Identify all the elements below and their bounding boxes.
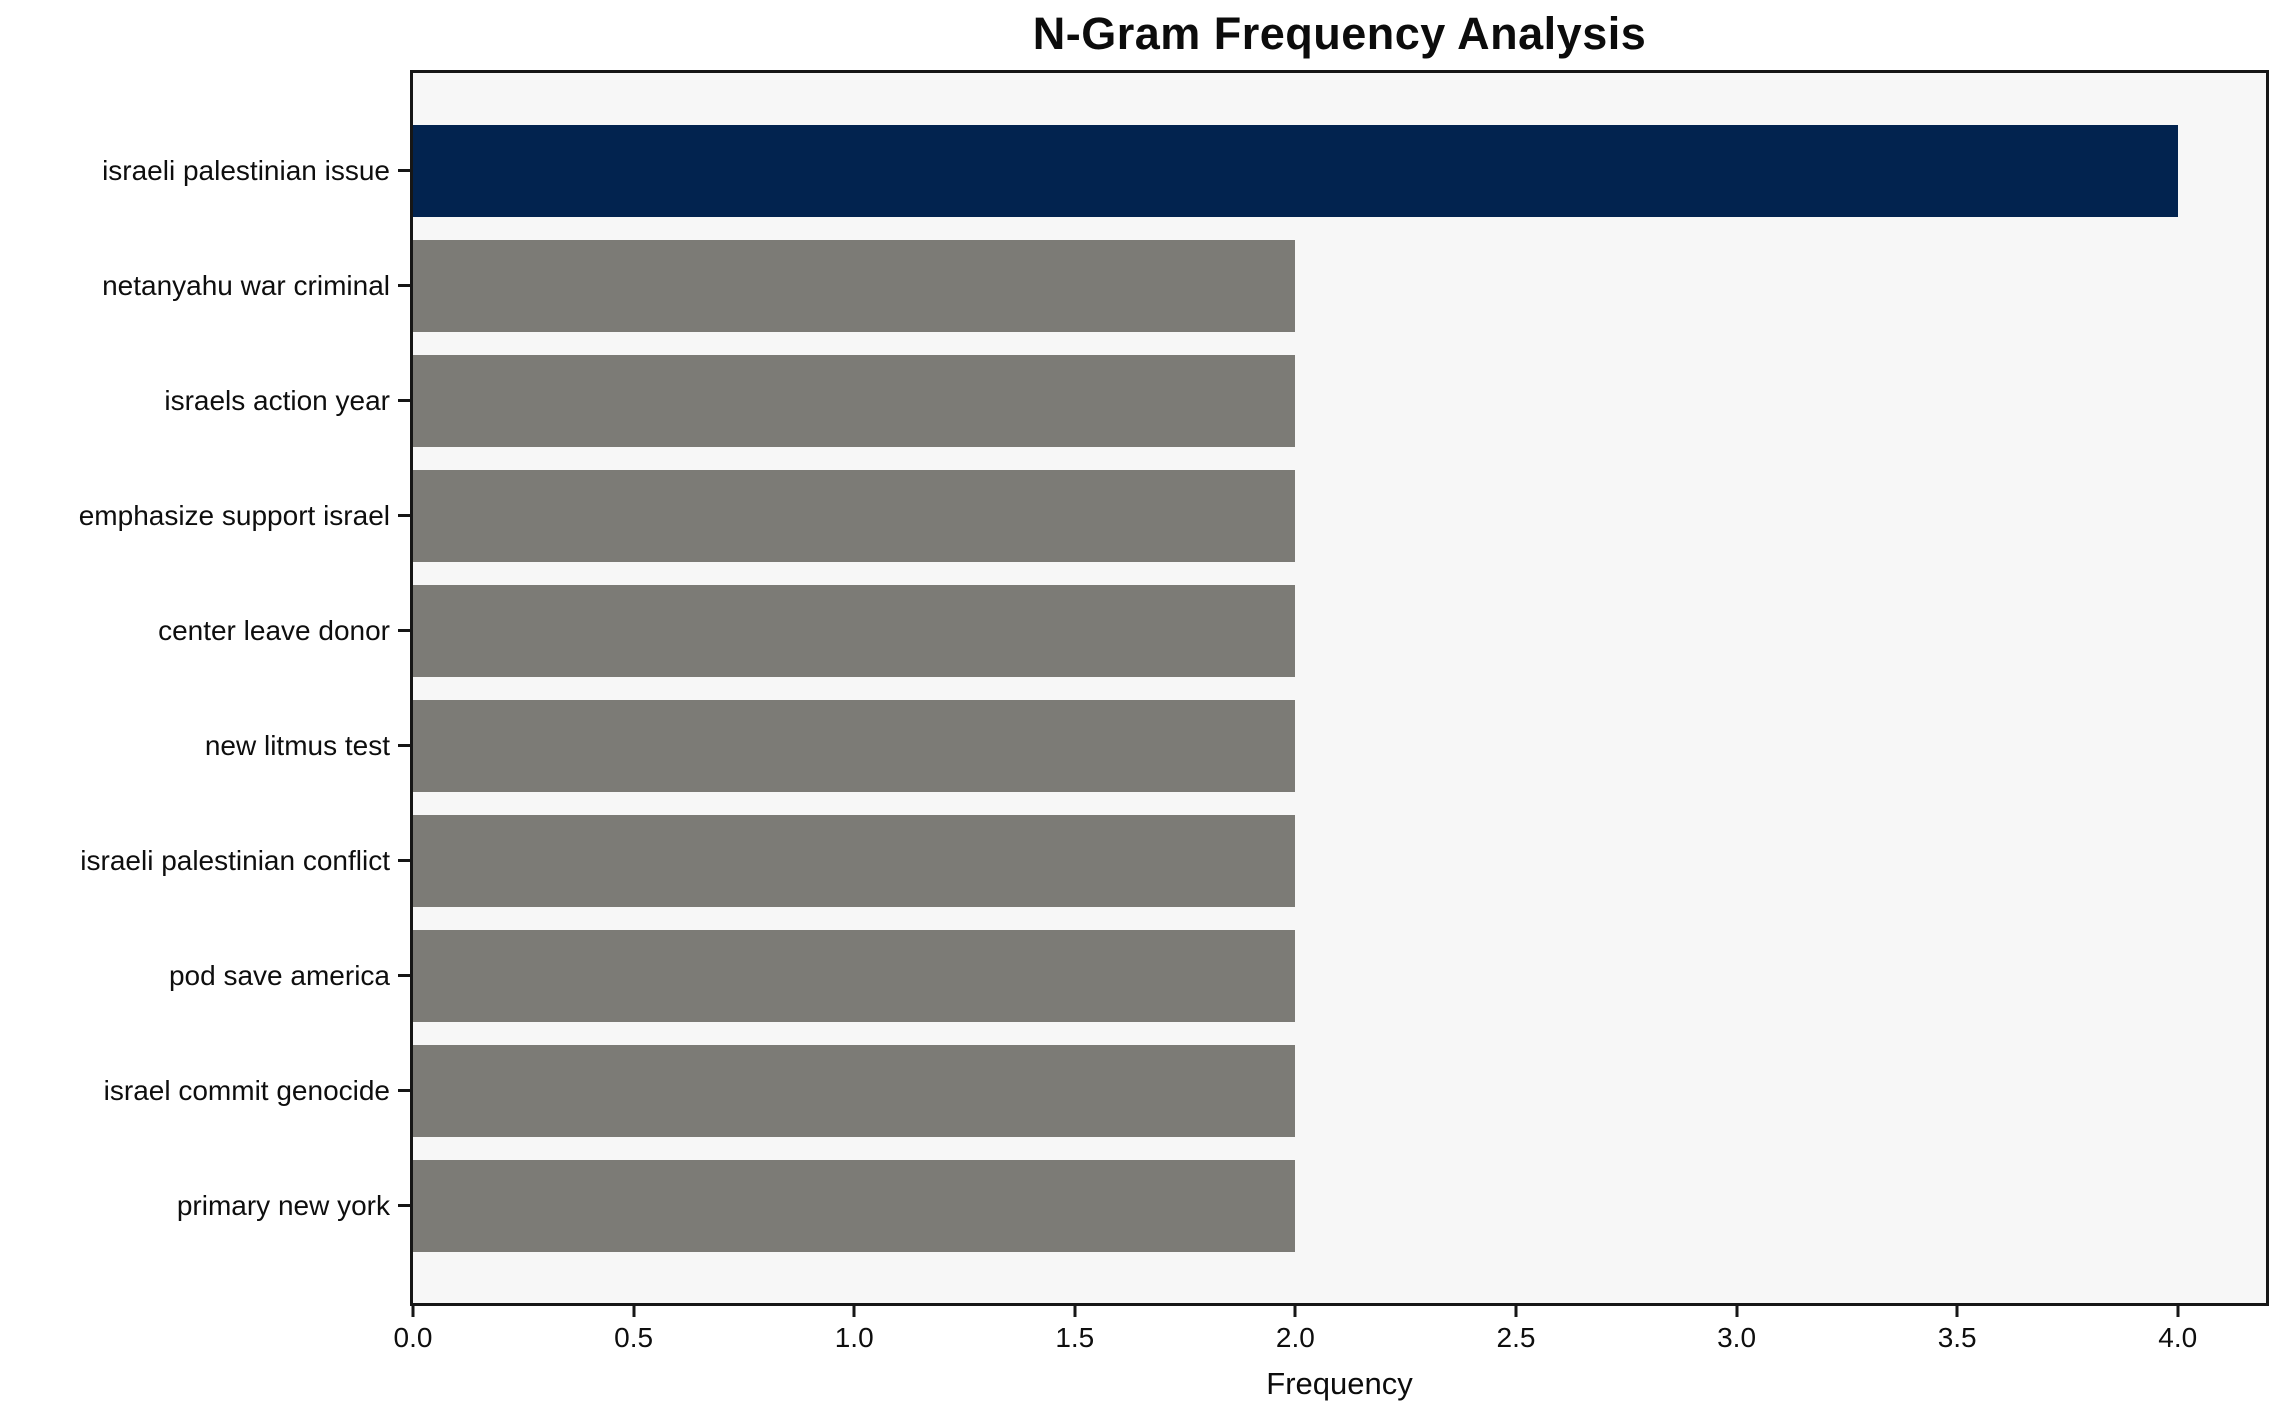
y-tick-label: pod save america <box>168 959 390 991</box>
x-tick-label: 2.0 <box>1275 1322 1315 1353</box>
y-tick-label: center leave donor <box>158 614 390 646</box>
x-tick-label: 2.5 <box>1496 1322 1536 1353</box>
bar <box>413 699 1296 792</box>
y-tick-mark <box>398 284 410 287</box>
bar <box>413 1159 1296 1252</box>
x-tick-mark <box>1073 1306 1077 1317</box>
y-tick-mark <box>398 1089 410 1092</box>
y-tick-label: emphasize support israel <box>78 499 390 531</box>
y-tick-label: netanyahu war criminal <box>102 269 390 301</box>
y-tick-mark <box>398 859 410 862</box>
bar <box>413 469 1296 562</box>
x-tick-label: 3.5 <box>1937 1322 1977 1353</box>
y-tick-mark <box>398 974 410 977</box>
bar <box>413 929 1296 1022</box>
x-tick-label: 0.5 <box>614 1322 654 1353</box>
y-tick-mark <box>398 629 410 632</box>
plot-area <box>410 70 2269 1306</box>
x-tick-mark <box>632 1306 636 1317</box>
y-tick-label: primary new york <box>176 1189 390 1221</box>
x-tick-mark <box>2176 1306 2180 1317</box>
bar <box>413 584 1296 677</box>
chart-title: N-Gram Frequency Analysis <box>1032 8 1647 59</box>
bar <box>413 239 1296 332</box>
x-tick-mark <box>852 1306 856 1317</box>
bar <box>413 124 2178 217</box>
x-tick-label: 4.0 <box>2158 1322 2198 1353</box>
bar <box>413 354 1296 447</box>
x-tick-label: 1.5 <box>1055 1322 1095 1353</box>
y-tick-label: israels action year <box>164 384 390 416</box>
bar <box>413 1044 1296 1137</box>
y-tick-mark <box>398 514 410 517</box>
y-tick-label: israeli palestinian conflict <box>80 844 390 876</box>
x-tick-mark <box>1735 1306 1739 1317</box>
y-tick-mark <box>398 744 410 747</box>
y-tick-mark <box>398 1204 410 1207</box>
x-tick-label: 0.0 <box>393 1322 433 1353</box>
y-tick-mark <box>398 169 410 172</box>
y-tick-label: israel commit genocide <box>103 1074 390 1106</box>
x-axis-label: Frequency <box>1266 1366 1413 1401</box>
x-tick-mark <box>1514 1306 1518 1317</box>
y-tick-label: new litmus test <box>204 729 390 761</box>
x-tick-mark <box>1293 1306 1297 1317</box>
x-tick-label: 3.0 <box>1717 1322 1757 1353</box>
x-tick-mark <box>411 1306 415 1317</box>
x-tick-mark <box>1955 1306 1959 1317</box>
x-tick-label: 1.0 <box>834 1322 874 1353</box>
bar <box>413 814 1296 907</box>
y-tick-label: israeli palestinian issue <box>102 154 390 186</box>
bars-layer <box>413 73 2266 1303</box>
y-tick-mark <box>398 399 410 402</box>
